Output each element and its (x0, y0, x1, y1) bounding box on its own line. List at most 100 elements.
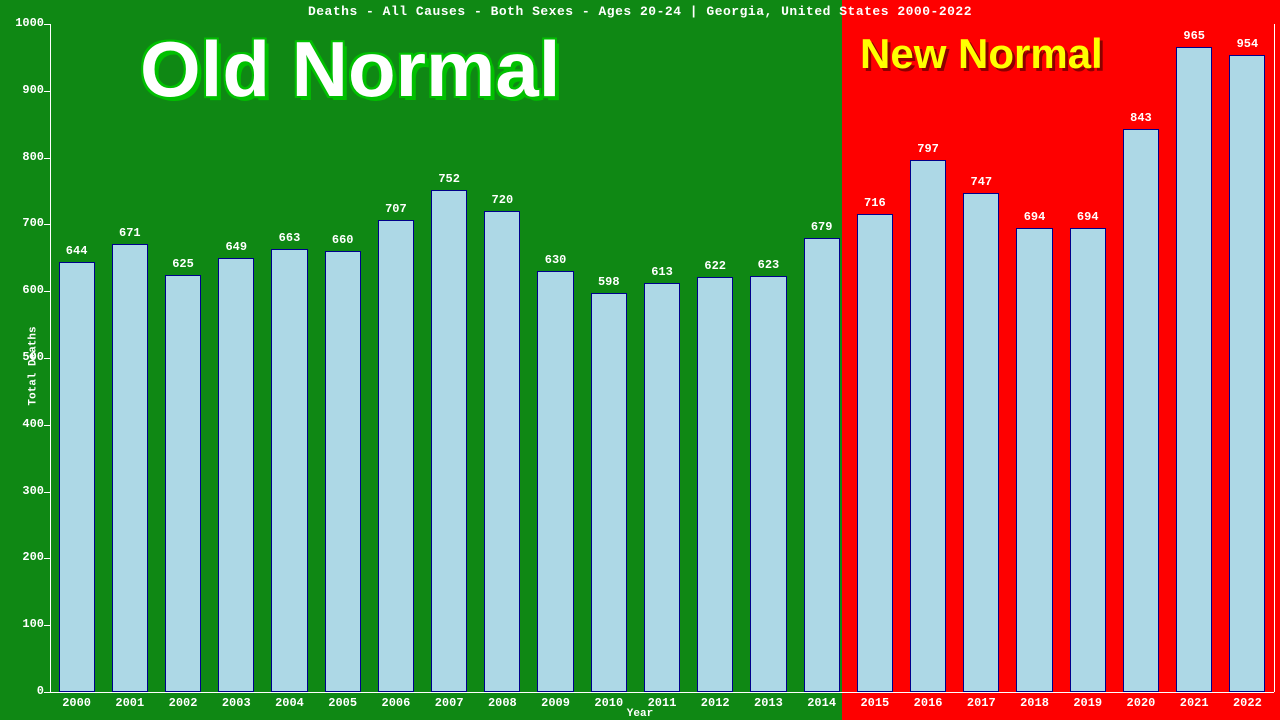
y-tick-label: 400 (4, 417, 44, 431)
y-tick-mark (44, 492, 50, 493)
bar (1123, 129, 1159, 692)
x-tick-label: 2001 (115, 696, 144, 710)
bar-value-label: 613 (651, 265, 673, 279)
y-tick-mark (44, 291, 50, 292)
bar (165, 275, 201, 693)
bar-value-label: 644 (66, 244, 88, 258)
x-tick-label: 2007 (435, 696, 464, 710)
y-tick-label: 700 (4, 216, 44, 230)
bar (697, 277, 733, 692)
bar-value-label: 694 (1024, 210, 1046, 224)
bar-value-label: 622 (704, 259, 726, 273)
y-tick-label: 100 (4, 617, 44, 631)
y-tick-mark (44, 158, 50, 159)
y-tick-mark (44, 425, 50, 426)
x-tick-label: 2018 (1020, 696, 1049, 710)
bar-value-label: 679 (811, 220, 833, 234)
bar-value-label: 965 (1183, 29, 1205, 43)
bar (271, 249, 307, 692)
y-tick-label: 500 (4, 350, 44, 364)
bar-value-label: 720 (492, 193, 514, 207)
bar (591, 293, 627, 692)
x-tick-label: 2020 (1127, 696, 1156, 710)
x-tick-label: 2019 (1073, 696, 1102, 710)
y-tick-label: 0 (4, 684, 44, 698)
x-tick-label: 2006 (382, 696, 411, 710)
bar-value-label: 954 (1237, 37, 1259, 51)
y-tick-label: 600 (4, 283, 44, 297)
bar-value-label: 660 (332, 233, 354, 247)
bar-value-label: 797 (917, 142, 939, 156)
y-tick-label: 300 (4, 484, 44, 498)
new-normal-annotation: New Normal (860, 30, 1103, 78)
bar-value-label: 625 (172, 257, 194, 271)
y-axis-line (50, 24, 51, 692)
x-tick-label: 2003 (222, 696, 251, 710)
x-tick-label: 2014 (807, 696, 836, 710)
y-tick-label: 1000 (4, 16, 44, 30)
x-tick-label: 2017 (967, 696, 996, 710)
y-tick-mark (44, 358, 50, 359)
bar-value-label: 747 (970, 175, 992, 189)
chart-container: Deaths - All Causes - Both Sexes - Ages … (0, 0, 1280, 720)
bar (1229, 55, 1265, 692)
bar (644, 283, 680, 692)
bar-value-label: 716 (864, 196, 886, 210)
bar (910, 160, 946, 692)
x-tick-label: 2010 (594, 696, 623, 710)
x-tick-label: 2011 (648, 696, 677, 710)
bar (325, 251, 361, 692)
old-normal-annotation: Old Normal (140, 24, 560, 115)
x-axis-line (50, 692, 1274, 693)
bar (484, 211, 520, 692)
bar (1070, 228, 1106, 692)
y-tick-mark (44, 558, 50, 559)
y-tick-mark (44, 625, 50, 626)
bar (431, 190, 467, 692)
y-tick-mark (44, 692, 50, 693)
bar-value-label: 843 (1130, 111, 1152, 125)
y-axis-label: Total Deaths (28, 326, 40, 405)
bar-value-label: 649 (225, 240, 247, 254)
chart-title: Deaths - All Causes - Both Sexes - Ages … (0, 4, 1280, 19)
y-tick-mark (44, 91, 50, 92)
y-tick-label: 200 (4, 550, 44, 564)
x-tick-label: 2004 (275, 696, 304, 710)
bar-value-label: 623 (758, 258, 780, 272)
bar-value-label: 671 (119, 226, 141, 240)
bar-value-label: 598 (598, 275, 620, 289)
x-tick-label: 2015 (860, 696, 889, 710)
bar (857, 214, 893, 692)
y-tick-label: 800 (4, 150, 44, 164)
bar (1176, 47, 1212, 692)
bar (1016, 228, 1052, 692)
bar (750, 276, 786, 692)
x-tick-label: 2013 (754, 696, 783, 710)
bar-value-label: 663 (279, 231, 301, 245)
y-axis-line-right (1274, 24, 1275, 692)
bar-value-label: 630 (545, 253, 567, 267)
x-tick-label: 2002 (169, 696, 198, 710)
bar-value-label: 694 (1077, 210, 1099, 224)
bar (963, 193, 999, 692)
bar-value-label: 707 (385, 202, 407, 216)
x-tick-label: 2012 (701, 696, 730, 710)
bar (218, 258, 254, 692)
x-tick-label: 2005 (328, 696, 357, 710)
bar (804, 238, 840, 692)
new-normal-bg (842, 0, 1280, 720)
x-tick-label: 2016 (914, 696, 943, 710)
x-tick-label: 2022 (1233, 696, 1262, 710)
bar-value-label: 752 (438, 172, 460, 186)
y-tick-mark (44, 24, 50, 25)
x-tick-label: 2009 (541, 696, 570, 710)
bar (537, 271, 573, 692)
bar (378, 220, 414, 692)
x-tick-label: 2008 (488, 696, 517, 710)
y-tick-mark (44, 224, 50, 225)
bar (112, 244, 148, 692)
x-tick-label: 2000 (62, 696, 91, 710)
y-tick-label: 900 (4, 83, 44, 97)
x-tick-label: 2021 (1180, 696, 1209, 710)
bar (59, 262, 95, 692)
